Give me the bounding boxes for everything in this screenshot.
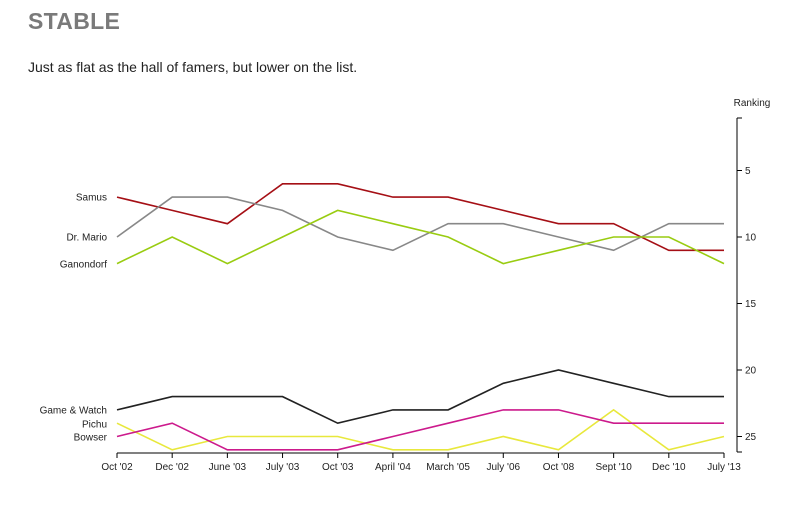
x-tick-label-april-04: April '04 [375,462,411,473]
x-tick-label-july-13: July '13 [707,462,741,473]
x-tick-label-june-03: June '03 [209,462,247,473]
x-tick-label-sept-10: Sept '10 [595,462,632,473]
x-tick-label-march-05: March '05 [426,462,470,473]
series-lines [116,183,725,451]
series-line-game-watch [116,369,724,425]
y-axis: Ranking 5 10 15 20 25 [734,98,771,453]
x-tick-label-july-06: July '06 [486,462,520,473]
series-label-game-watch: Game & Watch [40,406,107,417]
series-label-ganondorf: Ganondorf [60,260,107,271]
y-tick-label-25: 25 [745,432,757,443]
series-labels: Samus Dr. Mario Ganondorf Game & Watch Pichu… [40,193,108,444]
x-tick-label-oct-02: Oct '02 [101,462,133,473]
y-tick-label-20: 20 [745,366,757,377]
y-tick-label-15: 15 [745,299,757,310]
x-tick-label-july-03: July '03 [266,462,300,473]
x-tick-label-dec-10: Dec '10 [652,462,686,473]
series-line-samus [116,183,724,252]
series-line-dr-mario [116,196,724,252]
series-label-dr-mario: Dr. Mario [66,233,107,244]
y-tick-label-10: 10 [745,233,757,244]
series-label-bowser: Bowser [74,433,108,444]
series-line-ganondorf [116,209,725,265]
y-axis-label: Ranking [734,98,771,109]
chart-subtitle: Just as flat as the hall of famers, but … [28,59,358,75]
series-line-bowser [116,409,724,451]
series-label-samus: Samus [76,193,107,204]
x-axis: Oct '02 Dec '02 June '03 July '03 Oct '03 Apr… [101,452,741,473]
y-tick-label-5: 5 [745,166,751,177]
series-line-pichu [116,408,725,451]
series-label-pichu: Pichu [82,420,107,431]
x-tick-label-oct-08: Oct '08 [543,462,575,473]
x-tick-label-oct-03: Oct '03 [322,462,354,473]
chart-title: STABLE [28,8,121,34]
x-tick-label-dec-02: Dec '02 [155,462,189,473]
